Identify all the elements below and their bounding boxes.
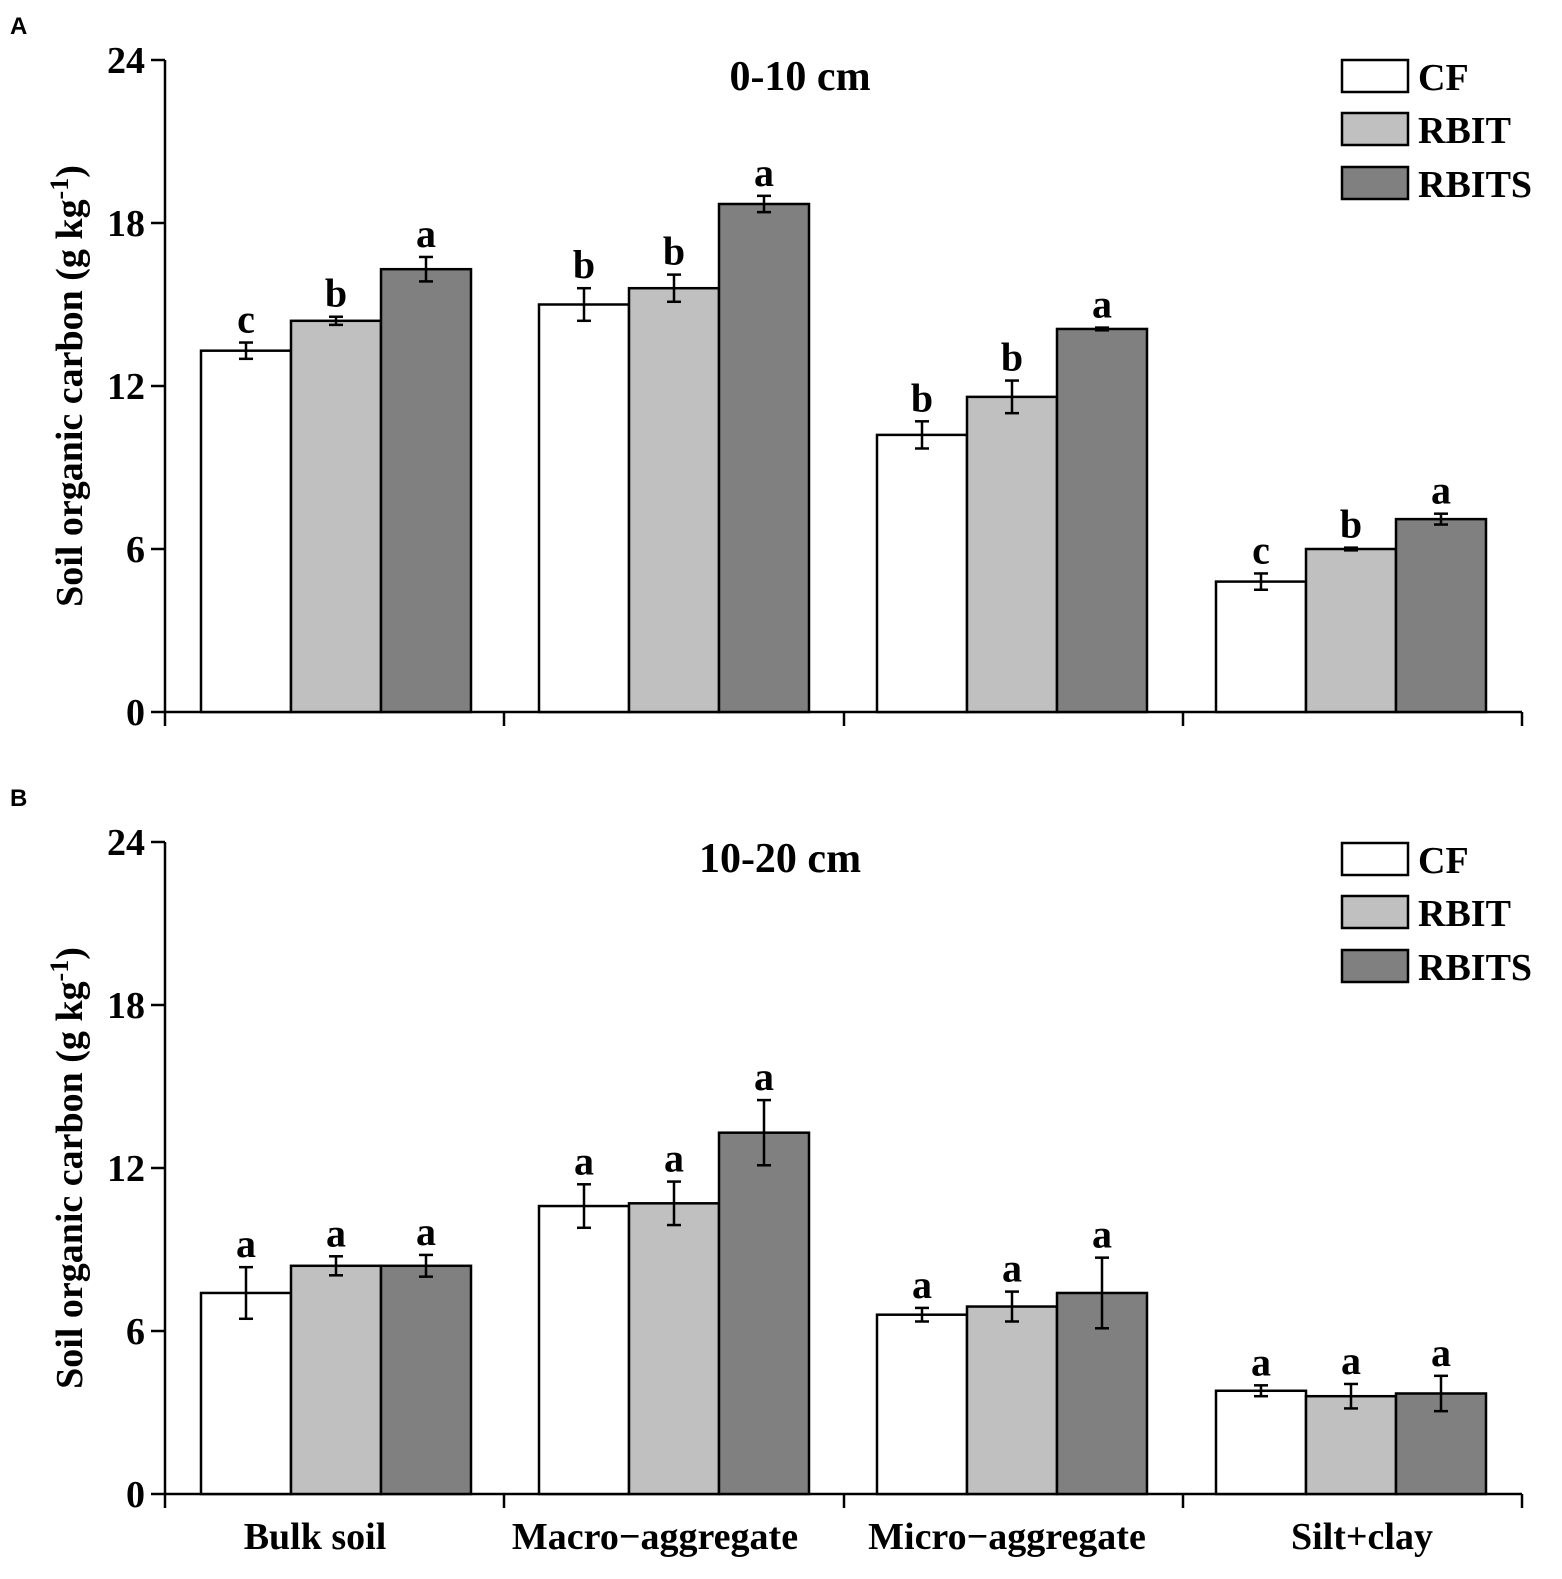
significance-letter: a: [754, 150, 774, 195]
bar-cf: [537, 303, 631, 714]
significance-letter: a: [1431, 468, 1451, 513]
legend-swatch-cf: [1340, 58, 1410, 94]
category-label: Bulk soil: [244, 1516, 387, 1558]
y-tick-label: 18: [107, 985, 145, 1027]
y-axis-label: Soil organic carbon (g kg-1): [45, 947, 91, 1389]
significance-letter: c: [237, 297, 255, 342]
bar-rbit: [289, 319, 383, 714]
legend-label-rbits: RBITS: [1418, 947, 1532, 989]
significance-letter: a: [1092, 1212, 1112, 1257]
significance-letter: b: [911, 375, 933, 420]
significance-letter: c: [1252, 527, 1270, 572]
bar-rbits: [717, 1131, 811, 1496]
significance-letter: b: [325, 271, 347, 316]
bar-rbits: [379, 267, 473, 714]
chart-title: 0-10 cm: [729, 54, 870, 100]
significance-letter: b: [573, 242, 595, 287]
significance-letter: a: [416, 1209, 436, 1254]
significance-letter: a: [1092, 282, 1112, 327]
legend-swatch-rbit: [1340, 894, 1410, 930]
chart-title: 10-20 cm: [699, 836, 861, 882]
bar-cf: [1214, 580, 1308, 714]
y-tick-label: 0: [126, 692, 145, 734]
category-label: Micro−aggregate: [868, 1516, 1146, 1558]
legend-swatch-rbits: [1340, 948, 1410, 984]
significance-letter: a: [664, 1136, 684, 1181]
bar-rbits: [379, 1264, 473, 1496]
panel-letter: B: [10, 785, 27, 812]
bar-rbits: [1394, 517, 1488, 714]
panel-letter: A: [10, 13, 27, 40]
significance-letter: a: [236, 1221, 256, 1266]
bar-rbits: [717, 202, 811, 714]
legend-swatch-rbits: [1340, 165, 1410, 201]
significance-letter: a: [1002, 1246, 1022, 1291]
category-label: Macro−aggregate: [512, 1516, 798, 1558]
y-tick-label: 12: [107, 366, 145, 408]
category-label: Silt+clay: [1291, 1516, 1433, 1558]
bar-cf: [537, 1204, 631, 1496]
y-tick-label: 6: [126, 1311, 145, 1353]
bar-rbit: [965, 395, 1059, 714]
bar-rbit: [627, 1202, 721, 1496]
y-tick-label: 12: [107, 1148, 145, 1190]
bar-cf: [875, 1313, 969, 1496]
legend-swatch-rbit: [1340, 111, 1410, 147]
significance-letter: a: [912, 1262, 932, 1307]
significance-letter: b: [1340, 502, 1362, 547]
bar-rbit: [627, 286, 721, 714]
bar-cf: [199, 349, 293, 714]
y-tick-label: 18: [107, 203, 145, 245]
bar-cf: [199, 1291, 293, 1496]
panel-b: B 0 6 12 18 24 Soil organic carbon (g kg-1) 10-…: [10, 785, 1532, 1558]
panel-a: A 0 6 12 18 24 Soil organic carbon (g kg-1) 0-1…: [10, 13, 1532, 734]
legend-label-rbit: RBIT: [1418, 893, 1511, 935]
y-tick-label: 24: [107, 822, 145, 864]
significance-letter: a: [416, 211, 436, 256]
bar-rbit: [1304, 547, 1398, 714]
legend-label-rbit: RBIT: [1418, 110, 1511, 152]
significance-letter: a: [326, 1210, 346, 1255]
bar-rbit: [965, 1305, 1059, 1496]
bar-rbits: [1055, 327, 1149, 714]
significance-letter: a: [754, 1054, 774, 1099]
significance-letter: a: [1431, 1330, 1451, 1375]
legend-label-cf: CF: [1418, 57, 1469, 99]
legend-swatch-cf: [1340, 841, 1410, 877]
bar-cf: [1214, 1389, 1308, 1496]
y-tick-label: 0: [126, 1474, 145, 1516]
legend-label-rbits: RBITS: [1418, 164, 1532, 206]
y-tick-label: 6: [126, 529, 145, 571]
bar-rbit: [289, 1264, 383, 1496]
significance-letter: a: [574, 1138, 594, 1183]
y-axis-label: Soil organic carbon (g kg-1): [45, 165, 91, 607]
significance-letter: a: [1341, 1338, 1361, 1383]
significance-letter: b: [1001, 335, 1023, 380]
bar-rbit: [1304, 1394, 1398, 1496]
significance-letter: a: [1251, 1339, 1271, 1384]
y-tick-label: 24: [107, 40, 145, 82]
bar-cf: [875, 433, 969, 714]
significance-letter: b: [663, 229, 685, 274]
legend-label-cf: CF: [1418, 840, 1469, 882]
